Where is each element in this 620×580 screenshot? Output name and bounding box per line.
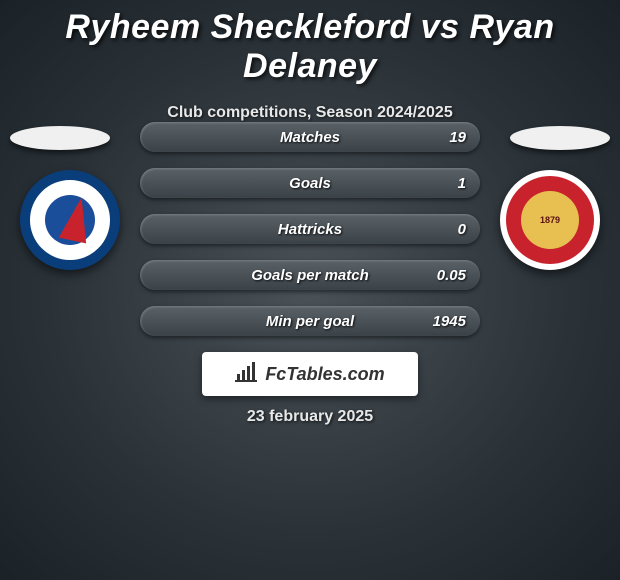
- stat-label: Goals: [289, 175, 331, 192]
- flag-right: [510, 126, 610, 150]
- page-subtitle: Club competitions, Season 2024/2025: [0, 104, 620, 122]
- stats-container: Matches 19 Goals 1 Hattricks 0 Goals per…: [140, 122, 480, 352]
- club-badge-right: 1879: [500, 170, 600, 270]
- stat-label: Min per goal: [266, 313, 354, 330]
- club-badge-left-inner: [45, 195, 95, 245]
- stat-row-min-per-goal: Min per goal 1945: [140, 306, 480, 336]
- club-badge-left: [20, 170, 120, 270]
- stat-row-hattricks: Hattricks 0: [140, 214, 480, 244]
- fctables-logo: FcTables.com: [202, 352, 418, 396]
- stat-label: Hattricks: [278, 221, 342, 238]
- stat-value-right: 0.05: [437, 267, 466, 284]
- stat-value-right: 1: [458, 175, 466, 192]
- stat-value-right: 0: [458, 221, 466, 238]
- stat-label: Matches: [280, 129, 340, 146]
- stat-row-goals: Goals 1: [140, 168, 480, 198]
- page-title: Ryheem Sheckleford vs Ryan Delaney: [0, 0, 620, 86]
- stat-value-right: 1945: [433, 313, 466, 330]
- date-label: 23 february 2025: [0, 408, 620, 426]
- logo-text: FcTables.com: [265, 364, 384, 385]
- bar-chart-icon: [235, 362, 259, 387]
- stat-value-right: 19: [449, 129, 466, 146]
- stat-row-matches: Matches 19: [140, 122, 480, 152]
- stat-row-goals-per-match: Goals per match 0.05: [140, 260, 480, 290]
- stat-label: Goals per match: [251, 267, 369, 284]
- flag-left: [10, 126, 110, 150]
- club-badge-right-inner: 1879: [521, 191, 579, 249]
